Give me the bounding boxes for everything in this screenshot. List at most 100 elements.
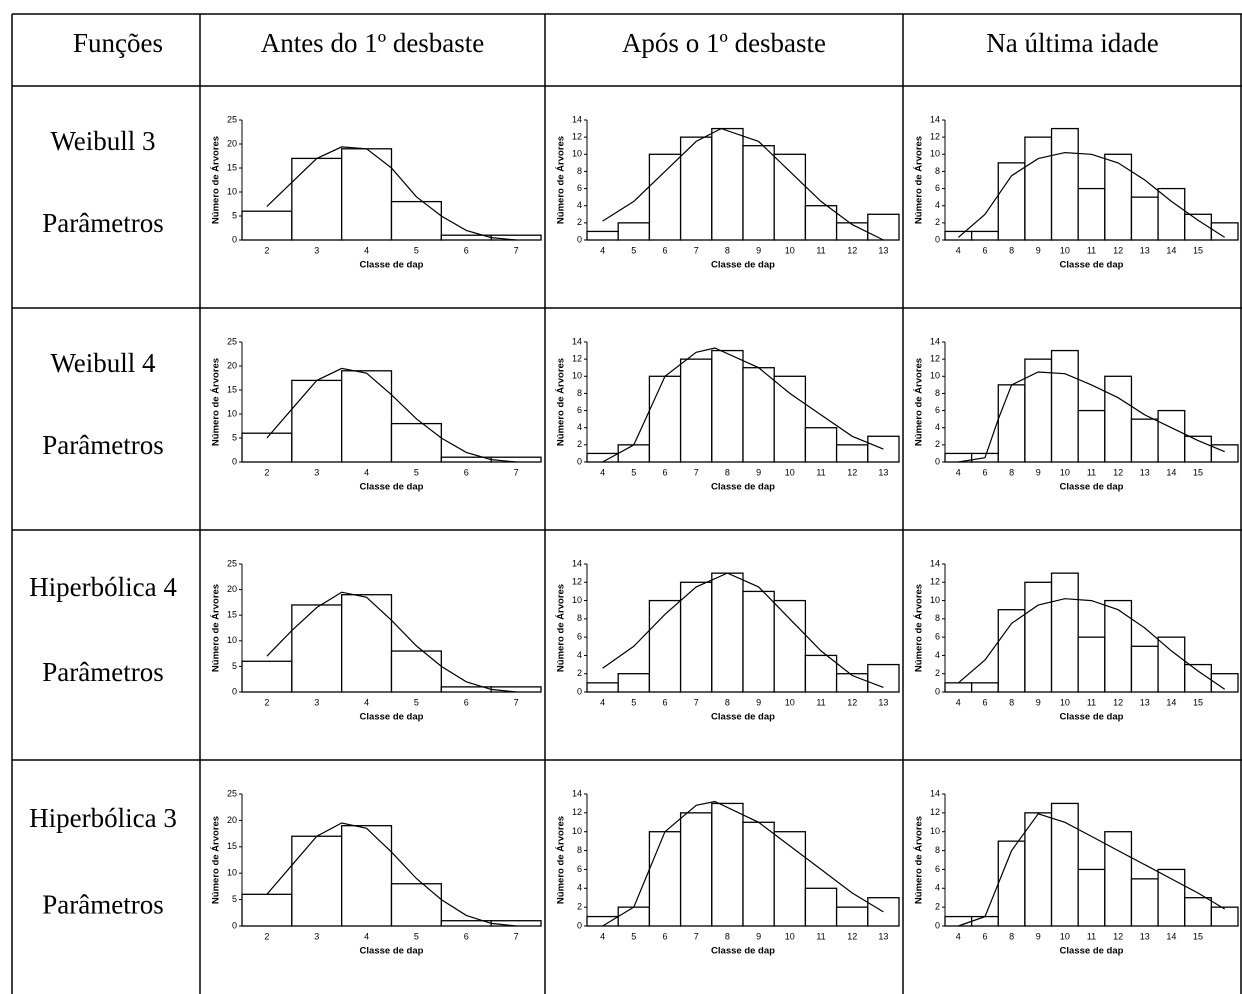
x-tick-label: 4 [364, 245, 369, 255]
bar [648, 153, 682, 241]
y-tick-label: 25 [227, 788, 237, 798]
fit-curve [958, 371, 1225, 463]
y-tick-label: 6 [577, 183, 582, 193]
bar [1210, 222, 1239, 241]
y-tick-label: 6 [577, 864, 582, 874]
bar [241, 660, 293, 693]
bar [617, 222, 651, 241]
x-tick-label: 13 [1140, 245, 1150, 255]
x-axis-label: Classe de dap [1060, 946, 1124, 957]
x-axis-label: Classe de dap [1060, 712, 1124, 723]
x-tick-label: 11 [1087, 467, 1096, 477]
bar [711, 127, 744, 241]
x-tick-label: 5 [414, 245, 419, 255]
bar [1024, 812, 1053, 927]
y-tick-label: 12 [930, 132, 940, 142]
x-tick-label: 12 [1113, 245, 1123, 255]
bar [1024, 358, 1053, 463]
bar [490, 456, 542, 463]
y-tick-label: 0 [935, 456, 940, 466]
bar [742, 367, 775, 463]
x-tick-label: 13 [1140, 467, 1150, 477]
x-tick-label: 9 [1036, 467, 1041, 477]
y-tick-label: 0 [935, 234, 940, 244]
y-tick-label: 12 [572, 807, 582, 817]
x-tick-label: 5 [631, 467, 636, 477]
y-tick-label: 0 [577, 920, 582, 930]
bar [1184, 213, 1213, 241]
bar [490, 234, 542, 241]
x-tick-label: 6 [982, 467, 987, 477]
y-tick-label: 10 [572, 826, 582, 836]
y-tick-label: 10 [227, 186, 237, 196]
x-tick-label: 2 [264, 697, 269, 707]
bar [742, 590, 775, 693]
fit-curve [602, 127, 884, 241]
bar [1077, 187, 1106, 241]
x-tick-label: 10 [1060, 931, 1070, 941]
fit-curve [957, 151, 1226, 238]
bar [970, 915, 999, 927]
x-tick-label: 4 [956, 931, 961, 941]
bar [291, 835, 343, 927]
y-axis-label: Número de Árvores [914, 584, 925, 672]
table-lines [11, 13, 1242, 994]
y-tick-label: 10 [227, 408, 237, 418]
x-tick-label: 7 [694, 467, 699, 477]
x-tick-label: 3 [314, 467, 319, 477]
x-tick-label: 8 [725, 467, 730, 477]
y-axis-label: Número de Árvores [914, 358, 925, 446]
x-axis-label: Classe de dap [1060, 482, 1124, 493]
x-tick-label: 5 [414, 467, 419, 477]
y-tick-label: 2 [935, 902, 940, 912]
y-tick-label: 25 [227, 114, 237, 124]
y-tick-label: 8 [935, 613, 940, 623]
x-tick-label: 14 [1166, 245, 1176, 255]
x-tick-label: 2 [264, 931, 269, 941]
y-tick-label: 0 [232, 920, 237, 930]
x-tick-label: 7 [694, 931, 699, 941]
x-tick-label: 13 [878, 931, 888, 941]
y-tick-label: 14 [930, 114, 940, 124]
x-tick-label: 6 [464, 245, 469, 255]
x-axis-label: Classe de dap [1060, 260, 1124, 271]
bar [773, 831, 807, 927]
x-tick-label: 8 [1009, 697, 1014, 707]
y-tick-label: 10 [227, 635, 237, 645]
y-tick-label: 8 [935, 845, 940, 855]
x-tick-label: 9 [1036, 697, 1041, 707]
x-tick-label: 3 [314, 245, 319, 255]
x-tick-label: 6 [662, 697, 667, 707]
bar [1077, 636, 1106, 693]
y-axis-label: Número de Árvores [914, 816, 925, 904]
y-tick-label: 14 [572, 336, 582, 346]
bar [1157, 187, 1186, 241]
x-tick-label: 6 [464, 467, 469, 477]
bar [617, 906, 651, 927]
x-tick-label: 10 [1060, 467, 1070, 477]
row-label: Parâmetros [42, 657, 163, 687]
x-tick-label: 13 [878, 467, 888, 477]
y-tick-label: 2 [935, 439, 940, 449]
x-tick-label: 8 [1009, 467, 1014, 477]
x-tick-label: 9 [1036, 931, 1041, 941]
bar [773, 153, 807, 241]
y-tick-label: 8 [577, 845, 582, 855]
bar [1077, 409, 1106, 463]
bar [1130, 878, 1159, 927]
x-tick-label: 4 [956, 245, 961, 255]
bar [944, 915, 973, 927]
y-tick-label: 5 [232, 894, 237, 904]
x-tick-label: 15 [1193, 931, 1203, 941]
y-tick-label: 2 [935, 668, 940, 678]
bar [390, 883, 442, 927]
y-tick-label: 2 [577, 668, 582, 678]
x-tick-label: 13 [1140, 697, 1150, 707]
x-tick-label: 11 [1087, 245, 1096, 255]
y-tick-label: 20 [227, 815, 237, 825]
x-tick-label: 11 [816, 697, 825, 707]
x-tick-label: 12 [847, 245, 857, 255]
y-tick-label: 15 [227, 610, 237, 620]
y-tick-label: 4 [577, 200, 582, 210]
y-tick-label: 6 [577, 632, 582, 642]
